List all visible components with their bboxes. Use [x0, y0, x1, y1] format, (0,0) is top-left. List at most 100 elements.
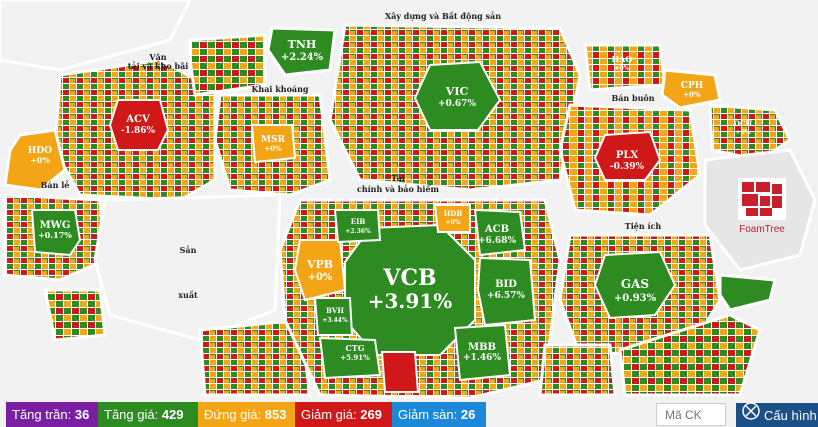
group-label-tien-ich: Tiện ích	[625, 221, 662, 231]
tile-vic[interactable]	[413, 60, 502, 131]
hao-change: +0%	[615, 65, 630, 72]
stat-flat-label: Đứng giá:	[204, 407, 262, 422]
hdo-code: HDO	[28, 146, 52, 156]
mwg-change: +0.17%	[38, 230, 72, 240]
vcb-code: VCB	[382, 265, 436, 291]
stat-down-label: Giảm giá:	[301, 407, 357, 422]
config-button-label: Cấu hình	[764, 407, 817, 423]
mbb-change: +1.46%	[463, 353, 501, 363]
eib-code: EIB	[351, 217, 366, 226]
cell-bottom-midright	[538, 343, 617, 397]
vpb-change: +0%	[308, 272, 333, 283]
msr-code: MSR	[261, 135, 285, 145]
tnh-code: TNH	[288, 38, 317, 51]
tile-bvh[interactable]	[313, 297, 354, 336]
och-change: +0%	[736, 129, 751, 136]
group-label-san-xuat-1: Sản	[180, 245, 197, 255]
stat-up-label: Tăng giá:	[104, 407, 159, 422]
tile-ctg[interactable]	[318, 336, 382, 380]
group-label-ban-le: Bán lẻ	[41, 180, 70, 190]
cell-tnh	[266, 26, 337, 77]
tile-acv[interactable]	[108, 99, 170, 151]
tile-acb[interactable]	[473, 208, 527, 257]
bid-change: +6.57%	[487, 291, 525, 301]
plx-code: PLX	[616, 150, 639, 161]
tile-labels: TNH +2.24% VIC +0.67% HDO +0% ACV -1.86%…	[28, 38, 753, 363]
cell-small-left	[43, 288, 107, 342]
tile-gas[interactable]	[593, 250, 677, 320]
hdo-change: +0%	[30, 155, 50, 165]
cell-bottom-right	[618, 313, 762, 397]
vpb-code: VPB	[306, 258, 333, 271]
cell-och	[708, 103, 792, 162]
group-label-tai-chinh-2: chính và bảo hiểm	[357, 184, 440, 194]
bvh-code: BVH	[326, 306, 344, 315]
tnh-change: +2.24%	[281, 52, 324, 63]
logo-text: FoamTree	[739, 224, 785, 235]
cell-hdo	[3, 128, 67, 192]
msr-change: +0%	[264, 144, 282, 153]
stock-code-input[interactable]	[656, 403, 726, 426]
stat-ceiling: Tăng trần: 36	[6, 402, 98, 427]
group-label-van-tai-1: Vận	[148, 52, 166, 62]
group-label-tai-chinh-1: Tài	[391, 173, 405, 183]
och-code: OCH	[734, 119, 753, 128]
acv-code: ACV	[125, 114, 150, 125]
acb-change: +6.68%	[478, 236, 516, 246]
group-label-khai-khoang: Khai khoáng	[251, 84, 308, 94]
stat-ceiling-label: Tăng trần:	[12, 407, 72, 422]
tile-msr[interactable]	[250, 124, 297, 164]
stat-down: Giảm giá: 269	[295, 402, 392, 427]
eib-change: +2.36%	[345, 228, 371, 235]
stat-ceiling-value: 36	[74, 407, 90, 422]
group-label-ban-buon: Bán buôn	[611, 93, 654, 103]
config-icon	[742, 402, 760, 420]
bid-code: BID	[495, 279, 517, 290]
stat-floor-label: Giảm sàn:	[398, 407, 458, 422]
bvh-change: +3.44%	[322, 317, 348, 324]
cell-bottom-left	[198, 318, 312, 397]
ctg-code: CTG	[345, 343, 364, 353]
cph-code: CPH	[681, 81, 704, 91]
group-label-van-tai-2: tải và kho bãi	[128, 61, 189, 71]
stat-up: Tăng giá: 429	[98, 402, 198, 427]
tile-plx[interactable]	[593, 130, 662, 181]
stat-floor-value: 26	[460, 407, 476, 422]
cell-cph	[660, 68, 722, 110]
tile-bid[interactable]	[476, 256, 537, 327]
tile-eib[interactable]	[333, 209, 382, 244]
cell-empty-top-left	[0, 0, 192, 72]
tiles	[30, 60, 677, 393]
hdb-code: HDB	[444, 209, 463, 218]
tile-mwg[interactable]	[30, 209, 82, 257]
tile-mbb[interactable]	[453, 323, 512, 382]
acv-change: -1.86%	[121, 126, 156, 136]
vic-change: +0.67%	[438, 99, 476, 109]
group-label-san-xuat-2: xuất	[178, 290, 198, 300]
cph-change: +0%	[683, 90, 701, 99]
stat-up-value: 429	[161, 407, 184, 422]
config-button[interactable]: Cấu hình	[736, 403, 818, 427]
cell-small-top	[188, 33, 267, 97]
tile-hdb[interactable]	[433, 204, 471, 233]
plx-change: -0.39%	[610, 162, 645, 172]
hdb-change: +0%	[446, 219, 461, 226]
tile-ssb	[380, 351, 420, 393]
ctg-change: +5.91%	[340, 353, 370, 362]
mwg-code: MWG	[40, 220, 71, 231]
gas-change: +0.93%	[614, 293, 657, 304]
stat-flat-value: 853	[264, 407, 287, 422]
stats-bar: Tăng trần: 36 Tăng giá: 429 Đứng giá: 85…	[0, 402, 818, 427]
vic-code: VIC	[445, 85, 469, 98]
tile-vpb[interactable]	[293, 239, 347, 302]
cell-right-small	[718, 273, 777, 312]
hao-code: HAO	[612, 54, 633, 64]
acb-code: ACB	[484, 224, 509, 235]
group-labels: Xây dựng và Bất động sản Vận tải và kho …	[41, 11, 662, 300]
group-label-xay-dung: Xây dựng và Bất động sản	[385, 11, 501, 21]
stat-down-value: 269	[360, 407, 382, 422]
stat-flat: Đứng giá: 853	[198, 402, 295, 427]
mbb-code: MBB	[468, 342, 496, 353]
cell-san-xuat	[93, 193, 282, 342]
foamtree-logo[interactable]: FoamTree	[738, 178, 786, 235]
